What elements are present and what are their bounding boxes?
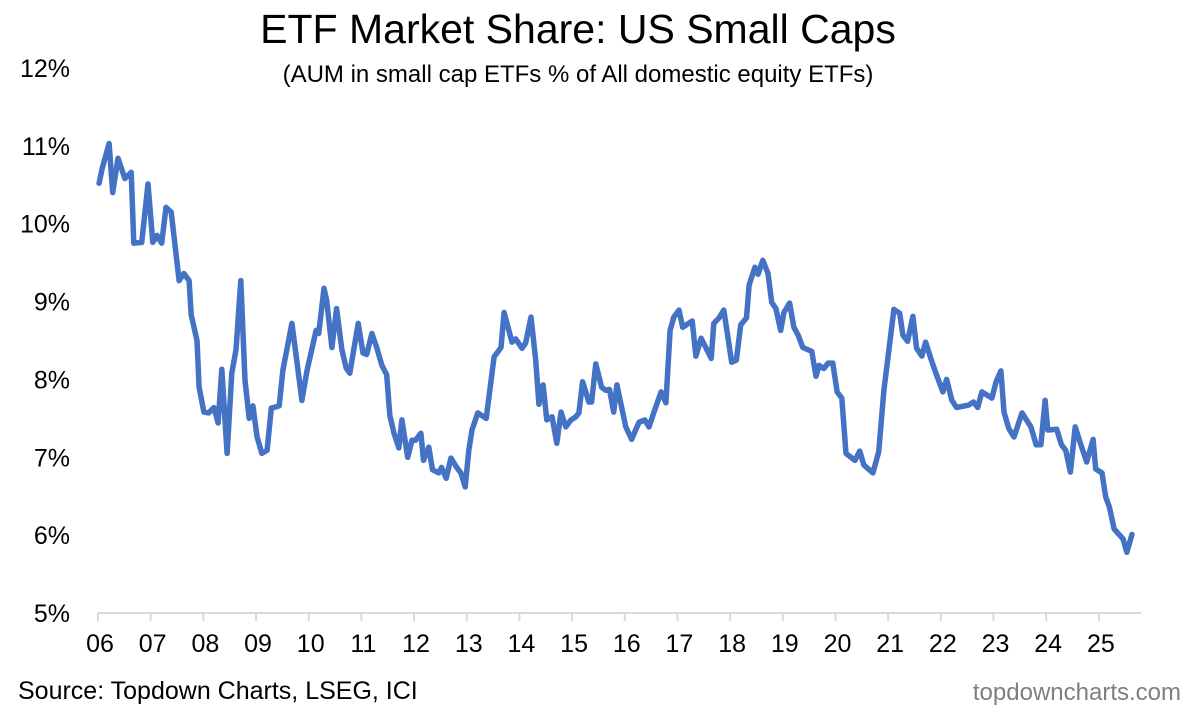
x-tick-label: 25 [1087, 630, 1115, 658]
x-tick-label: 10 [297, 630, 325, 658]
x-tick-label: 07 [139, 630, 167, 658]
x-tick-label: 24 [1034, 630, 1062, 658]
x-tick-label: 15 [560, 630, 588, 658]
y-tick-label: 5% [34, 600, 70, 628]
chart-subtitle: (AUM in small cap ETFs % of All domestic… [282, 61, 874, 88]
x-tick-label: 14 [508, 630, 536, 658]
chart-title: ETF Market Share: US Small Caps [260, 6, 896, 52]
x-tick-label: 18 [718, 630, 746, 658]
y-tick-label: 10% [20, 211, 70, 239]
y-axis: 5% 6% 7% 8% 9% 10% 11% 12% [20, 55, 70, 628]
series-line-0 [96, 140, 1135, 556]
y-tick-label: 11% [22, 133, 70, 161]
y-tick-label: 6% [34, 522, 70, 550]
x-tick-label: 16 [613, 630, 641, 658]
x-tick-label: 09 [244, 630, 272, 658]
x-axis: 06 07 08 09 10 11 12 13 14 15 16 17 18 19 20 21 22 23 24 25 [86, 612, 1141, 658]
series-lines [96, 140, 1135, 556]
x-tick-label: 19 [771, 630, 799, 658]
x-tick-label: 13 [455, 630, 483, 658]
x-tick-label: 11 [350, 630, 376, 658]
watermark: topdowncharts.com [972, 679, 1181, 706]
source-note: Source: Topdown Charts, LSEG, ICI [18, 677, 418, 705]
y-tick-label: 12% [20, 55, 70, 83]
x-tick-label: 06 [86, 630, 114, 658]
y-tick-label: 9% [34, 289, 70, 317]
y-tick-label: 7% [34, 444, 70, 472]
x-tick-label: 17 [666, 630, 694, 658]
y-tick-label: 8% [34, 366, 70, 394]
x-tick-label: 23 [982, 630, 1010, 658]
x-tick-label: 20 [824, 630, 852, 658]
x-tick-label: 08 [191, 630, 219, 658]
x-tick-label: 12 [402, 630, 430, 658]
x-tick-label: 22 [929, 630, 957, 658]
x-tick-label: 21 [876, 630, 904, 658]
